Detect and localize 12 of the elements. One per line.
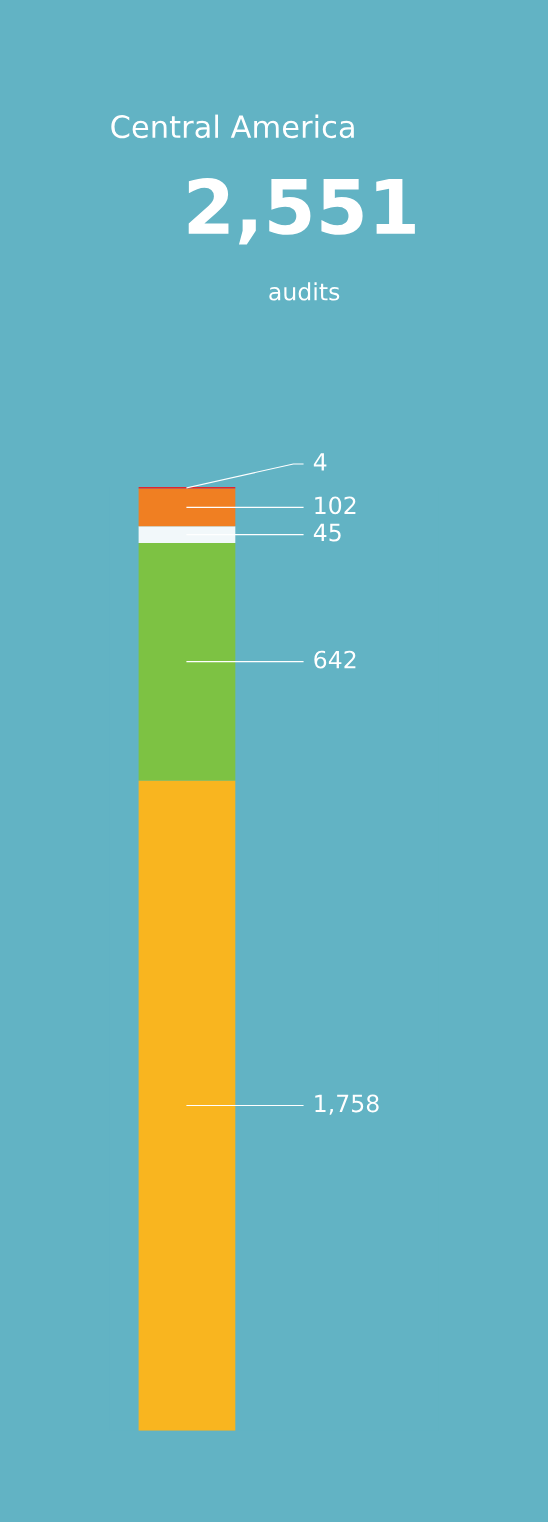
data-label: 1,758 (315, 1094, 379, 1115)
text: audits (269, 282, 340, 301)
bar (138, 488, 236, 527)
chart-title: Central America (111, 114, 354, 139)
bar (138, 780, 236, 1431)
data-label: 45 (313, 523, 341, 542)
chart-subtitle: 2,551 (188, 178, 415, 245)
data-label: 4 (313, 453, 327, 471)
bar (138, 526, 236, 543)
data-label: 642 (314, 650, 356, 669)
bar (138, 542, 236, 781)
data-label: 102 (315, 496, 356, 515)
